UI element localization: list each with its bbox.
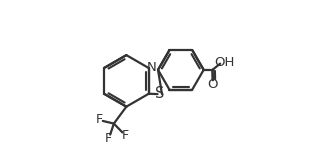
Text: S: S [155,86,165,101]
Text: F: F [122,129,129,142]
Text: F: F [96,113,103,126]
Text: OH: OH [214,56,234,69]
Text: F: F [105,132,112,145]
Text: N: N [147,61,157,74]
Text: O: O [207,78,218,91]
